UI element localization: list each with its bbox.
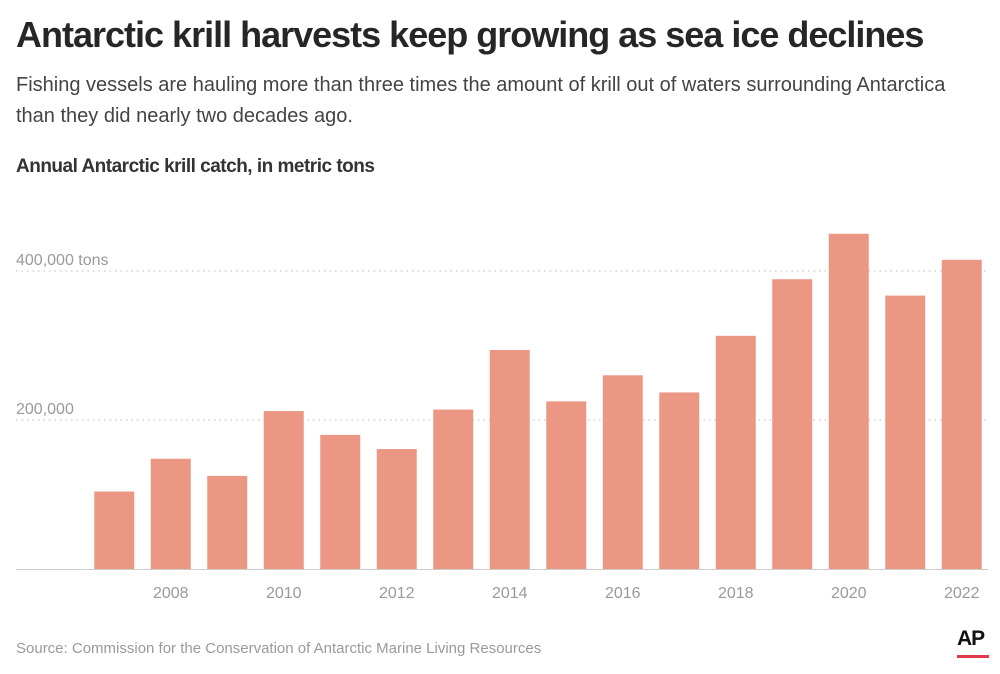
bar-2020 [828,233,869,569]
bar-2019 [772,279,813,569]
ap-logo-accent-bar [957,655,989,658]
bar-2021 [885,295,926,569]
bar-2011 [320,434,361,569]
bar-2010 [263,411,304,569]
x-tick-label-2008: 2008 [153,585,189,602]
x-tick-label-2018: 2018 [718,585,754,602]
bar-2015 [546,401,587,569]
bar-chart: 200,000 400,000 tons 2008 2010 2012 2014 2016… [16,233,988,602]
bar-2016 [602,375,643,569]
bar-2009 [207,475,248,569]
y-tick-label: 200,000 [16,401,74,418]
chart-title-main: Antarctic krill harvests keep growing as… [16,14,924,55]
bar-2008 [150,458,191,569]
y-tick-label: 400,000 tons [16,252,109,269]
x-tick-label-2014: 2014 [492,585,528,602]
ap-logo: AP [957,628,989,658]
bars [94,233,982,569]
x-tick-label-2010: 2010 [266,585,302,602]
bar-2022 [941,259,982,569]
bar-2013 [433,409,474,569]
x-tick-label-2016: 2016 [605,585,641,602]
source-note: Source: Commission for the Conservation … [16,640,542,657]
bar-2007 [94,491,135,569]
bar-2012 [376,449,417,569]
x-tick-label-2020: 2020 [831,585,867,602]
chart-subtitle: Fishing vessels are hauling more than th… [16,74,946,127]
bar-2017 [659,392,700,569]
x-axis-labels: 2008 2010 2012 2014 2016 2018 2020 2022 [153,585,980,602]
bar-2018 [715,335,756,569]
x-tick-label-2022: 2022 [944,585,980,602]
y-axis-labels: 200,000 400,000 tons [16,252,109,418]
ap-logo-text: AP [957,627,985,650]
bar-2014 [489,349,530,569]
chart-label: Annual Antarctic krill catch, in metric … [16,156,375,177]
x-tick-label-2012: 2012 [379,585,415,602]
